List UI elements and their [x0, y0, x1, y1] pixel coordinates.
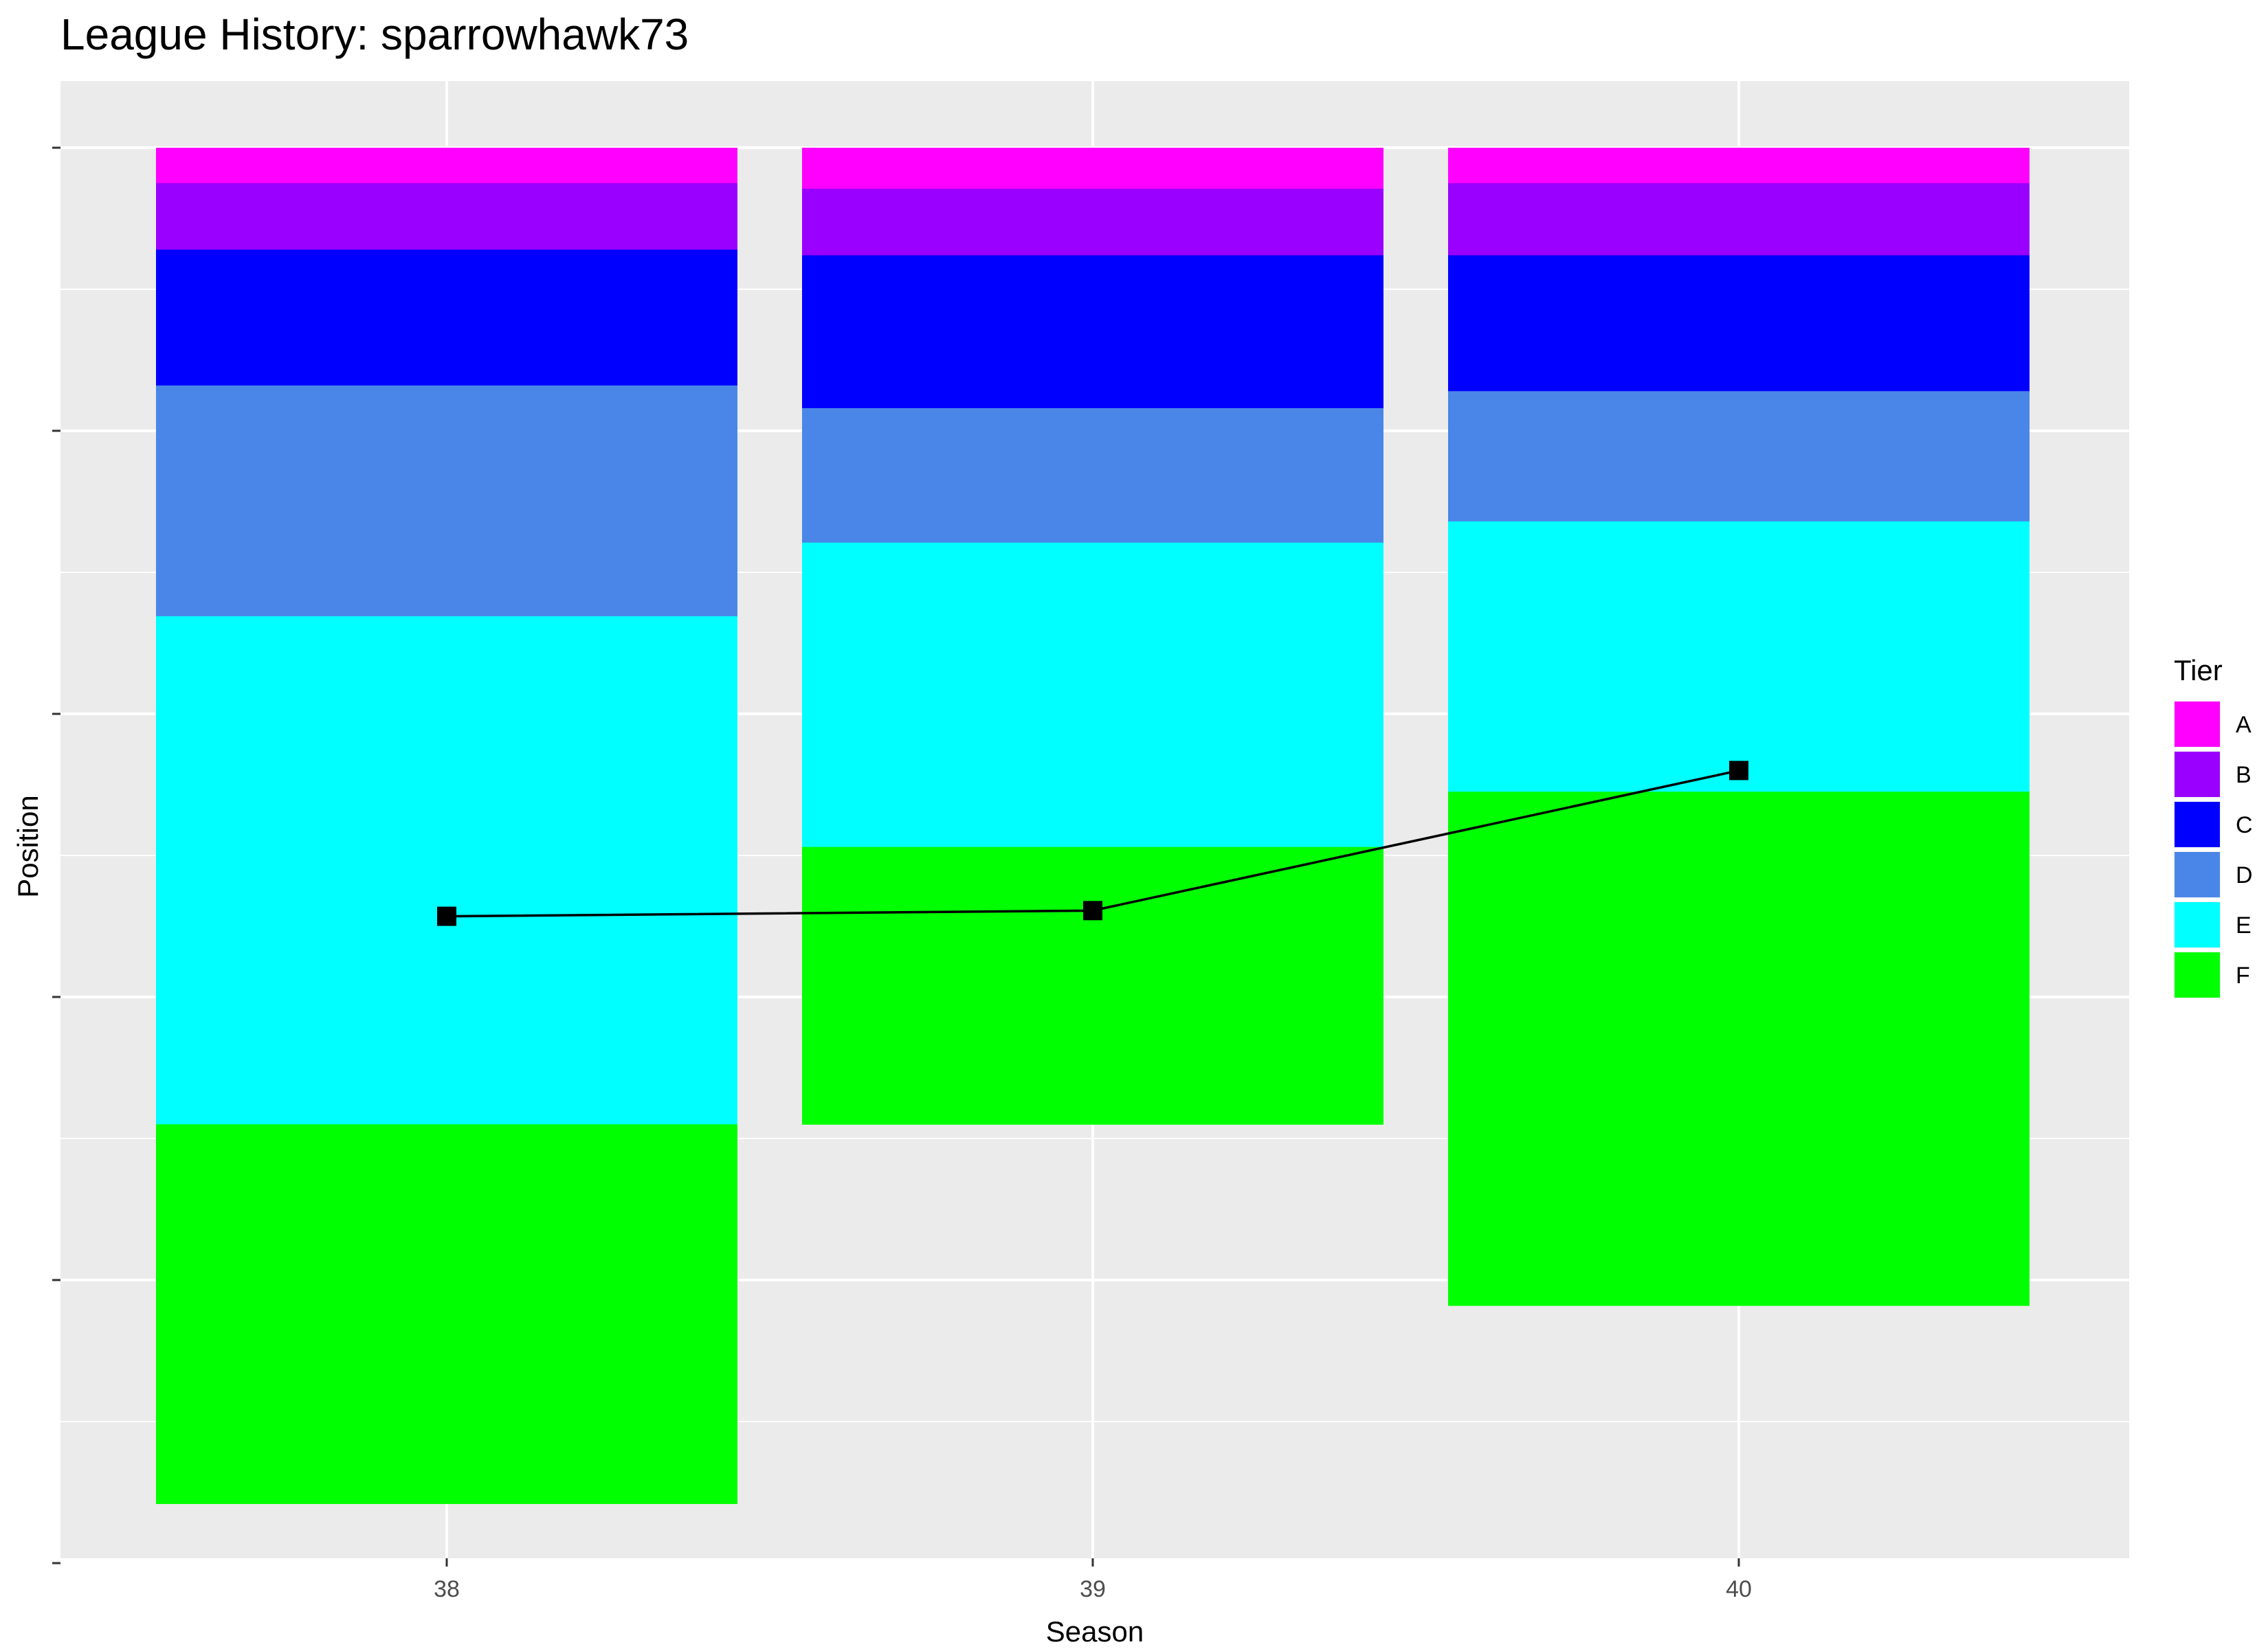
bar-segment-d — [156, 385, 737, 617]
position-marker — [437, 906, 456, 926]
bar-segment-a — [1448, 148, 2030, 183]
legend-label-c: C — [2236, 812, 2253, 838]
bar-segment-b — [1448, 183, 2030, 256]
bar-segment-d — [802, 408, 1383, 543]
bar-segment-e — [802, 542, 1383, 848]
y-axis-title: Position — [12, 795, 44, 897]
legend-label-d: D — [2236, 862, 2253, 888]
bar-segment-d — [1448, 391, 2030, 522]
x-tick-label: 38 — [434, 1576, 460, 1602]
axes: 38 39 40 — [52, 146, 1752, 1602]
bar-segment-c — [1448, 255, 2030, 392]
bar-segment-c — [156, 249, 737, 386]
position-marker — [1729, 761, 1748, 781]
legend-label-b: B — [2236, 762, 2252, 788]
legend-title: Tier — [2174, 654, 2223, 686]
legend-key-e — [2175, 902, 2220, 947]
x-tick-label: 39 — [1080, 1576, 1106, 1602]
legend-key-c — [2175, 802, 2220, 847]
bar-segment-c — [802, 255, 1383, 409]
bar-segment-a — [802, 148, 1383, 190]
legend-key-d — [2175, 852, 2220, 897]
bar-segment-b — [156, 183, 737, 250]
legend-label-f: F — [2236, 963, 2250, 989]
legend-label-a: A — [2236, 712, 2252, 738]
legend-label-e: E — [2236, 912, 2252, 939]
x-tick-label: 40 — [1726, 1576, 1752, 1602]
chart-title: League History: sparrowhawk73 — [60, 10, 689, 59]
bar-segment-f — [1448, 792, 2030, 1306]
x-axis-title: Season — [1046, 1615, 1144, 1648]
bar-segment-e — [1448, 521, 2030, 792]
stacked-bars — [156, 148, 2030, 1504]
bar-segment-f — [802, 846, 1383, 1125]
position-marker — [1083, 901, 1102, 921]
bar-segment-a — [156, 148, 737, 183]
legend-key-f — [2175, 952, 2220, 998]
position-line — [437, 761, 1748, 926]
bar-segment-f — [156, 1124, 737, 1504]
bar-segment-e — [156, 616, 737, 1125]
bar-segment-b — [802, 188, 1383, 256]
legend-key-b — [2175, 752, 2220, 797]
legend-key-a — [2175, 702, 2220, 747]
